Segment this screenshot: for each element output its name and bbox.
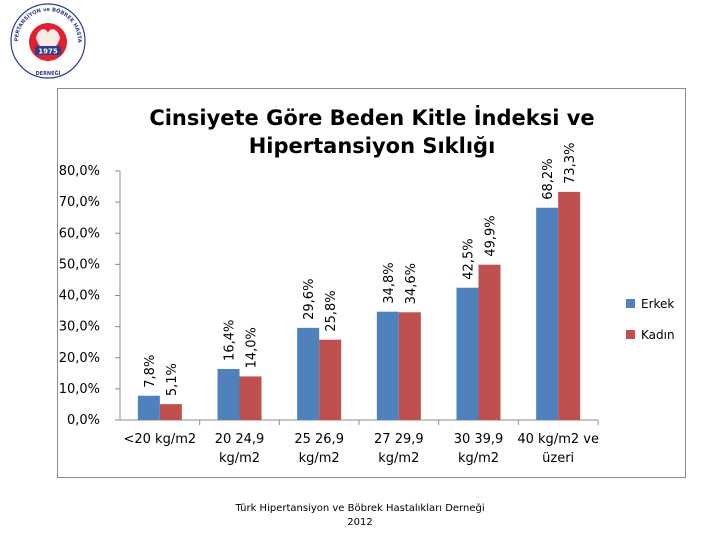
bar-erkek — [137, 395, 160, 420]
data-label: 68,2% — [541, 158, 556, 199]
chart-category-labels: <20 kg/m2 20 24,9 kg/m2 25 26,9 kg/m2 27 29,9… — [123, 432, 598, 466]
data-label: 73,3% — [563, 143, 578, 184]
bar-kadın — [478, 264, 501, 420]
data-label: 42,5% — [462, 238, 477, 279]
category-label: kg/m2 — [378, 451, 419, 466]
data-label: 5,1% — [165, 363, 180, 396]
y-tick-label: 10,0% — [59, 382, 100, 397]
bar-erkek — [536, 207, 559, 420]
category-label: kg/m2 — [219, 451, 260, 466]
category-label: kg/m2 — [458, 451, 499, 466]
logo-year-box — [35, 46, 61, 55]
chart-bars — [137, 191, 581, 420]
bar-kadın — [319, 339, 342, 420]
category-label: üzeri — [542, 451, 574, 466]
legend-swatch-kadın — [626, 330, 635, 339]
category-label: kg/m2 — [299, 451, 340, 466]
category-label: 27 29,9 — [374, 432, 424, 447]
category-label: 25 26,9 — [294, 432, 344, 447]
bar-erkek — [217, 368, 240, 420]
category-label: 40 kg/m2 ve — [517, 432, 599, 447]
y-tick-label: 0,0% — [67, 413, 100, 428]
legend-label-erkek: Erkek — [641, 297, 674, 311]
data-label: 25,8% — [324, 290, 339, 331]
footer-year: 2012 — [347, 517, 373, 528]
chart-legend: Erkek Kadın — [626, 297, 675, 342]
y-tick-label: 50,0% — [59, 257, 100, 272]
y-tick-label: 70,0% — [59, 195, 100, 210]
association-logo: TÜRK HİPERTANSİYON ve BÖBREK HASTALIKLAR… — [8, 2, 86, 79]
legend-label-kadın: Kadın — [641, 328, 675, 342]
logo-year: 1975 — [38, 48, 58, 56]
chart-frame: Cinsiyete Göre Beden Kitle İndeksi ve Hip… — [57, 88, 686, 478]
y-tick-label: 20,0% — [59, 351, 100, 366]
bar-erkek — [297, 327, 320, 420]
data-label: 29,6% — [302, 279, 317, 320]
data-label: 34,6% — [404, 263, 419, 304]
category-label: 30 39,9 — [454, 432, 504, 447]
data-label: 14,0% — [245, 327, 260, 368]
bar-kadın — [239, 376, 262, 420]
chart-title: Cinsiyete Göre Beden Kitle İndeksi ve Hip… — [149, 105, 594, 158]
y-tick-label: 40,0% — [59, 289, 100, 304]
footer-organization: Türk Hipertansiyon ve Böbrek Hastalıklar… — [235, 503, 485, 514]
category-label: <20 kg/m2 — [123, 432, 196, 447]
chart-title-line: Cinsiyete Göre Beden Kitle İndeksi ve — [149, 105, 594, 130]
bar-kadın — [398, 312, 421, 420]
category-label: 20 24,9 — [215, 432, 265, 447]
bar-erkek — [456, 287, 479, 420]
chart-title-line: Hipertansiyon Sıklığı — [249, 134, 496, 158]
data-label: 16,4% — [223, 320, 238, 361]
bar-kadın — [558, 191, 581, 420]
y-tick-label: 30,0% — [59, 320, 100, 335]
logo-bottom-text: DERNEĞİ — [36, 70, 61, 77]
footer: Türk Hipertansiyon ve Böbrek Hastalıklar… — [0, 502, 720, 530]
data-label: 7,8% — [143, 355, 158, 388]
legend-swatch-erkek — [626, 299, 635, 308]
data-label: 34,8% — [382, 262, 397, 303]
data-label: 49,9% — [484, 215, 499, 256]
chart-axes: 0,0% 10,0% 20,0% 30,0% 40,0% 50,0% 60,0% 70,0% 8… — [59, 164, 599, 428]
y-tick-label: 60,0% — [59, 226, 100, 241]
chart-data-labels: 7,8% 5,1% 16,4% 14,0% 29,6% 25,8% 34,8% 34,6% 42… — [143, 143, 578, 397]
bar-erkek — [376, 311, 399, 420]
bmi-hypertension-chart: Cinsiyete Göre Beden Kitle İndeksi ve Hip… — [59, 105, 675, 466]
bar-kadın — [159, 404, 182, 420]
y-tick-label: 80,0% — [59, 164, 100, 179]
